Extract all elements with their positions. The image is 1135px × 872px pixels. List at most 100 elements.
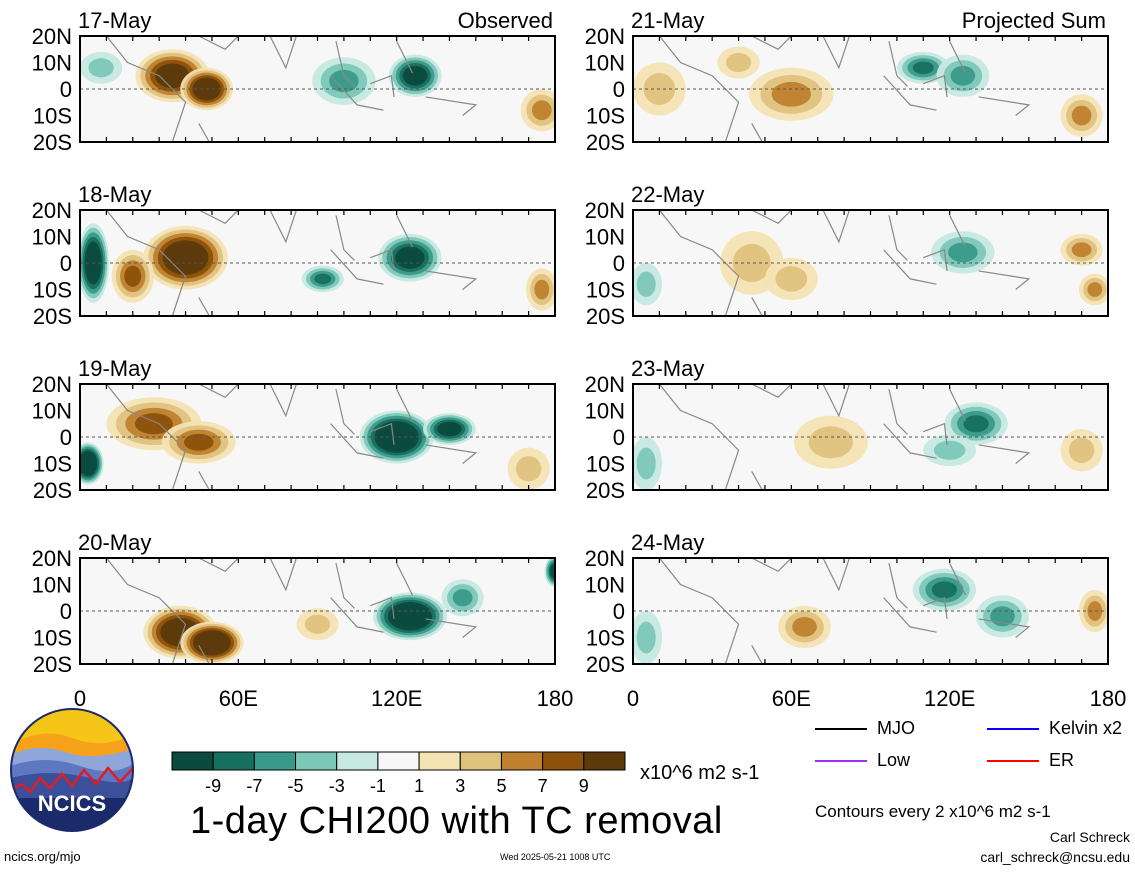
colorbar-tick-label: -5 (288, 776, 304, 796)
anomaly-blob (732, 243, 771, 283)
legend-item-low: Low (815, 750, 910, 771)
y-tick-label: 20N (585, 198, 625, 223)
panel-date-label: 20-May (78, 530, 151, 555)
colorbar-segment (459, 751, 502, 771)
legend-label-low: Low (877, 750, 911, 770)
y-tick-label: 20N (585, 24, 625, 49)
footer-url[interactable]: ncics.org/mjo (4, 849, 81, 864)
legend-line-mjo (815, 727, 867, 730)
y-tick-label: 10S (586, 452, 625, 477)
x-tick-label: 180 (537, 686, 574, 711)
y-tick-label: 10S (586, 626, 625, 651)
y-tick-label: 10S (33, 104, 72, 129)
anomaly-blob (398, 609, 421, 624)
anomaly-blob (515, 456, 542, 482)
anomaly-field (80, 36, 555, 142)
x-tick-label: 60E (219, 686, 258, 711)
anomaly-blob (1087, 282, 1103, 297)
legend-item-er: ER (987, 750, 1074, 771)
y-tick-label: 10N (32, 225, 72, 250)
anomaly-blob (399, 249, 421, 266)
anomaly-blob (202, 636, 222, 650)
colorbar-segment (253, 751, 297, 771)
x-tick-label: 0 (74, 686, 86, 711)
anomaly-blob (172, 247, 199, 268)
y-tick-label: 10S (33, 626, 72, 651)
panel-date-label: 23-May (631, 356, 704, 381)
colorbar-segment (295, 751, 338, 771)
colorbar-units: x10^6 m2 s-1 (640, 762, 760, 784)
y-tick-label: 10N (585, 225, 625, 250)
anomaly-blob (725, 52, 752, 73)
anomaly-blob (531, 100, 552, 121)
coastline (658, 36, 1031, 142)
anomaly-blob (636, 271, 656, 297)
colorbar-segment (377, 751, 420, 771)
y-tick-label: 0 (613, 599, 625, 624)
anomaly-blob (808, 426, 854, 459)
anomaly-field (633, 210, 1108, 316)
anomaly-blob (1071, 105, 1092, 126)
colorbar-tick-label: -3 (329, 776, 345, 796)
anomaly-blob (792, 617, 817, 637)
y-tick-label: 0 (60, 251, 72, 276)
anomaly-blob (775, 266, 808, 292)
legend-label-kelvin: Kelvin x2 (1049, 718, 1123, 738)
coastline (105, 36, 478, 142)
coastline (658, 384, 1031, 490)
anomaly-field (633, 36, 1108, 142)
anomaly-blob (912, 61, 934, 75)
anomaly-blob (83, 457, 93, 470)
legend-item-kelvin: Kelvin x2 (987, 718, 1122, 739)
panel-date-label: 18-May (78, 182, 151, 207)
anomaly-blob (534, 279, 550, 300)
anomaly-blob (160, 66, 185, 85)
anomaly-blob (771, 81, 812, 107)
y-tick-label: 20S (586, 304, 625, 329)
y-tick-label: 20N (585, 372, 625, 397)
author-name: Carl Schreck (1049, 829, 1130, 845)
footer-timestamp: Wed 2025-05-21 1008 UTC (500, 852, 611, 862)
panel-date-label: 22-May (631, 182, 704, 207)
anomaly-blob (88, 58, 114, 78)
anomaly-blob (304, 614, 331, 634)
y-tick-label: 10N (585, 573, 625, 598)
anomaly-blob (950, 65, 976, 86)
anomaly-blob (314, 273, 332, 285)
anomaly-field (80, 558, 555, 664)
colorbar-tick-label: 3 (455, 776, 465, 796)
x-tick-label: 60E (772, 686, 811, 711)
colorbar-tick-label: 1 (414, 776, 424, 796)
anomaly-blob (134, 413, 173, 435)
colorbar-segment (171, 751, 214, 771)
anomaly-blob (636, 447, 656, 480)
y-tick-label: 0 (613, 251, 625, 276)
coastline (105, 210, 478, 316)
y-tick-label: 10S (586, 104, 625, 129)
anomaly-blob (933, 440, 966, 460)
colorbar-tick-label: -1 (370, 776, 386, 796)
colorbar-segment (500, 751, 544, 771)
colorbar-tick-label: -9 (205, 776, 221, 796)
y-tick-label: 10S (33, 278, 72, 303)
legend-label-mjo: MJO (877, 718, 915, 738)
ncics-logo: NCICS (10, 708, 135, 833)
y-tick-label: 10N (585, 399, 625, 424)
anomaly-blob (1071, 242, 1092, 258)
anomaly-field (80, 384, 555, 490)
y-tick-label: 10N (32, 573, 72, 598)
colorbar-segment (542, 751, 585, 771)
anomaly-blob (406, 68, 424, 83)
coastline (658, 558, 1031, 664)
y-tick-label: 20S (33, 304, 72, 329)
y-tick-label: 20S (586, 478, 625, 503)
panel-date-label: 24-May (631, 530, 704, 555)
colorbar-tick-label: 9 (579, 776, 589, 796)
colorbar-segment (336, 751, 379, 771)
author-email[interactable]: carl_schreck@ncsu.edu (980, 849, 1130, 865)
